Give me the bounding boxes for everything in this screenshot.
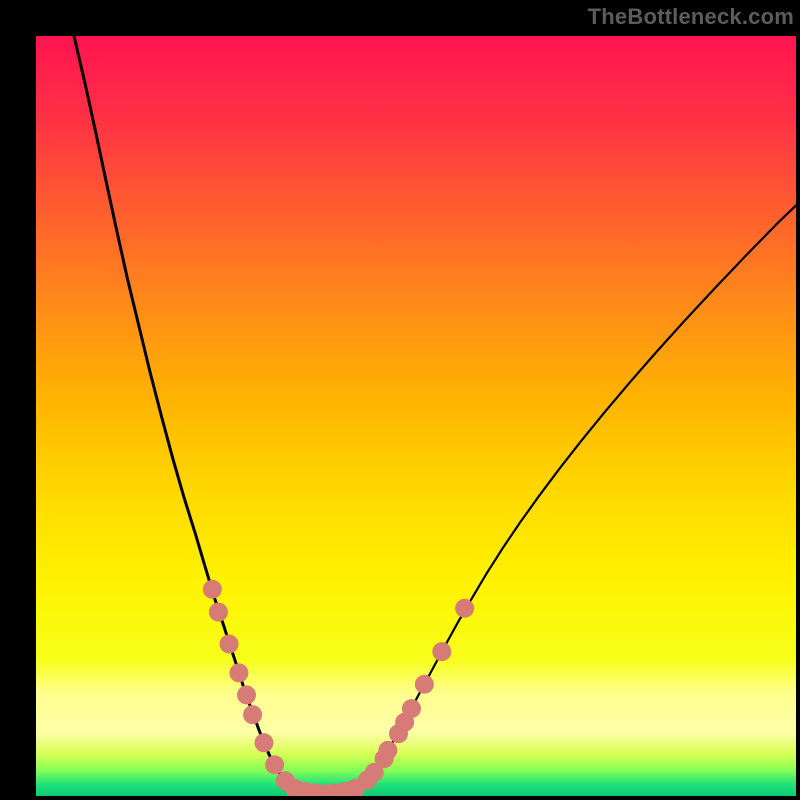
dots-left-branch <box>203 580 295 791</box>
data-point <box>243 705 262 724</box>
dots-right-branch <box>358 599 474 790</box>
data-point <box>265 755 284 774</box>
data-point <box>455 599 474 618</box>
data-point <box>229 663 248 682</box>
plot-area <box>36 36 796 796</box>
data-point <box>209 603 228 622</box>
data-point <box>402 699 421 718</box>
data-point <box>255 733 274 752</box>
watermark: TheBottleneck.com <box>588 4 794 30</box>
data-point <box>432 642 451 661</box>
curve-left <box>74 36 304 792</box>
data-point <box>220 635 239 654</box>
data-point <box>415 675 434 694</box>
data-point <box>203 580 222 599</box>
dots-bottom-strip <box>285 779 365 796</box>
chart-overlay <box>36 36 796 796</box>
data-point <box>378 741 397 760</box>
data-point <box>237 685 256 704</box>
